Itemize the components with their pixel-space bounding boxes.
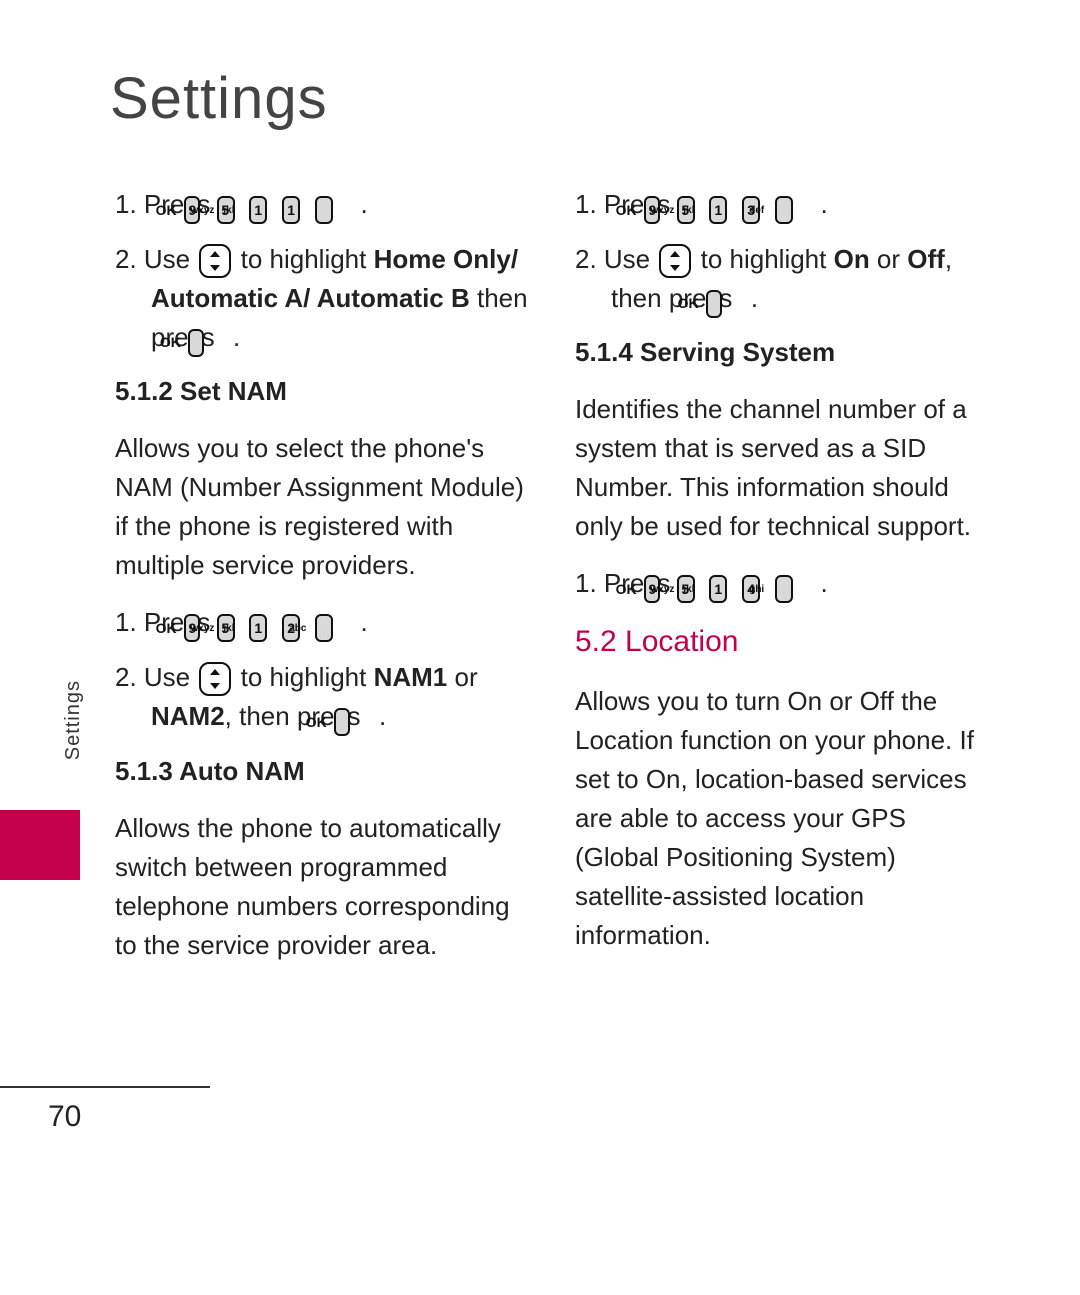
para-5-1-3: Allows the phone to automatically switch…	[115, 809, 535, 965]
step-bold: Off	[907, 244, 945, 274]
para-5-1-4: Identifies the channel number of a syste…	[575, 390, 995, 546]
page-root: Settings Settings 70 1. Press OK , 9wxyz…	[0, 0, 1080, 1295]
dpad-icon	[659, 244, 691, 278]
footer-rule	[0, 1086, 210, 1088]
heading-5-2: 5.2 Location	[575, 619, 995, 664]
step-text: 2. Use	[575, 244, 657, 274]
para-5-2: Allows you to turn On or Off the Locatio…	[575, 682, 995, 955]
step-text: or	[447, 662, 477, 692]
step-bold: NAM2	[151, 701, 225, 731]
right-step-2: 2. Use to highlight On or Off, then pres…	[575, 240, 995, 320]
dpad-icon	[199, 244, 231, 278]
step-bold: On	[834, 244, 870, 274]
left-column: 1. Press OK , 9wxyz , 5jkl , 1 , 1 . 2. …	[115, 185, 535, 983]
left-step-3: 1. Press OK , 9wxyz , 5jkl , 1 , 2abc .	[115, 603, 535, 644]
dpad-icon	[199, 662, 231, 696]
step-text: to highlight	[241, 244, 374, 274]
step-text: or	[870, 244, 908, 274]
step-text: to highlight	[701, 244, 834, 274]
right-step-1: 1. Press OK , 9wxyz , 5jkl , 1 , 3def .	[575, 185, 995, 226]
left-step-1: 1. Press OK , 9wxyz , 5jkl , 1 , 1 .	[115, 185, 535, 226]
heading-5-1-2: 5.1.2 Set NAM	[115, 372, 535, 411]
side-tab-label: Settings	[62, 680, 85, 760]
heading-5-1-3: 5.1.3 Auto NAM	[115, 752, 535, 791]
side-accent-bar	[0, 810, 80, 880]
left-step-4: 2. Use to highlight NAM1 or NAM2, then p…	[115, 658, 535, 738]
right-step-3: 1. Press OK , 9wxyz , 5jkl , 1 , 4ghi .	[575, 564, 995, 605]
step-text: to highlight	[241, 662, 374, 692]
para-5-1-2: Allows you to select the phone's NAM (Nu…	[115, 429, 535, 585]
left-step-2: 2. Use to highlight Home Only/ Automatic…	[115, 240, 535, 359]
right-column: 1. Press OK , 9wxyz , 5jkl , 1 , 3def . …	[575, 185, 995, 983]
step-bold: NAM1	[374, 662, 448, 692]
content-columns: 1. Press OK , 9wxyz , 5jkl , 1 , 1 . 2. …	[115, 185, 1005, 983]
page-title: Settings	[110, 65, 328, 132]
step-text: 2. Use	[115, 244, 197, 274]
step-text: 2. Use	[115, 662, 197, 692]
page-number: 70	[48, 1100, 81, 1134]
heading-5-1-4: 5.1.4 Serving System	[575, 333, 995, 372]
